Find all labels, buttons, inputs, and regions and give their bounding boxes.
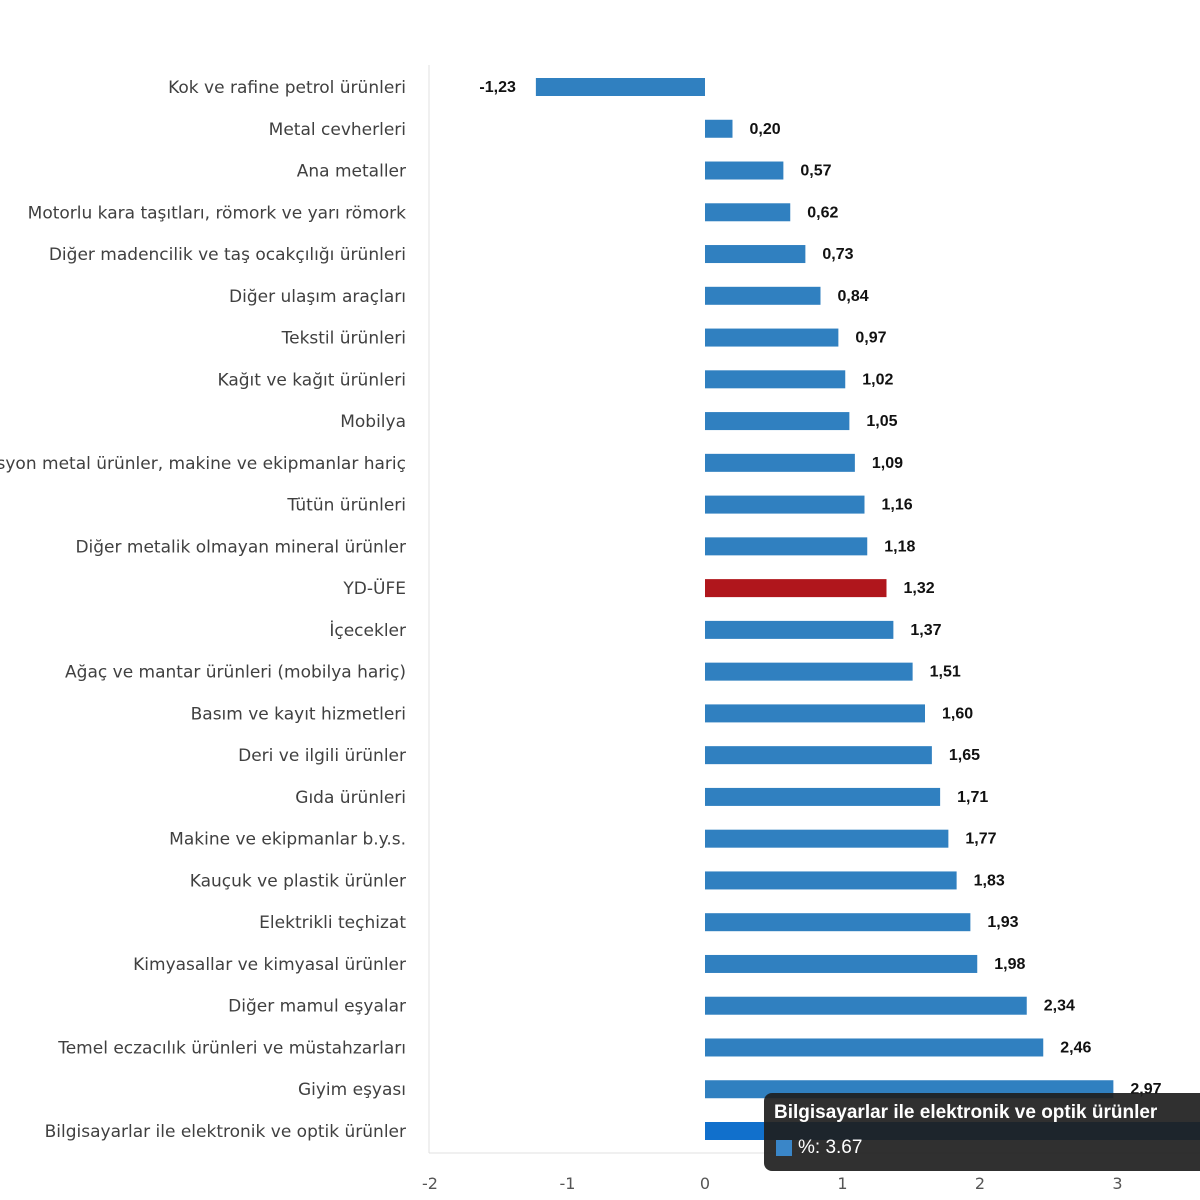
x-tick-label: 1 [837,1174,847,1193]
category-label: Ağaç ve mantar ürünleri (mobilya hariç) [65,663,406,683]
tooltip-swatch [776,1140,792,1156]
value-label: 1,18 [884,538,915,555]
bar[interactable] [705,662,913,681]
bar[interactable] [705,286,821,305]
value-label: 1,93 [987,914,1018,931]
category-label: Tütün ürünleri [286,496,406,516]
category-label: Temel eczacılık ürünleri ve müstahzarlar… [57,1038,406,1058]
value-label: 2,34 [1044,998,1075,1015]
category-label: Gıda ürünleri [295,788,406,808]
value-label: 1,65 [949,747,980,764]
bar[interactable] [705,787,941,806]
category-label: Makine ve ekipmanlar b.y.s. [169,830,406,850]
value-label: 2,46 [1060,1039,1091,1056]
category-label: Deri ve ilgili ürünler [238,746,406,766]
category-label: İçecekler [329,620,406,641]
value-label: 1,60 [942,705,973,722]
bar[interactable] [705,1038,1044,1057]
category-label: Diğer metalik olmayan mineral ürünler [75,537,406,557]
x-tick-label: 0 [700,1174,710,1193]
bar[interactable] [705,328,839,347]
value-label: 0,73 [822,246,853,263]
bar[interactable] [705,370,846,389]
bar[interactable] [535,78,705,96]
value-label: 1,51 [930,664,961,681]
bar[interactable] [705,704,925,723]
value-label: 0,20 [750,121,781,138]
category-label: Metal cevherleri [269,120,406,140]
bar[interactable] [705,746,932,765]
category-label: Bilgisayarlar ile elektronik ve optik ür… [45,1122,406,1142]
category-label: YD-ÜFE [342,577,406,599]
value-label: 1,71 [957,789,988,806]
bar[interactable] [705,829,949,848]
bar[interactable] [705,913,971,932]
bar[interactable] [705,620,894,639]
bar[interactable] [705,245,806,264]
value-label: 1,16 [882,497,913,514]
category-label: Giyim eşyası [298,1080,406,1100]
bar[interactable] [705,161,784,180]
category-label: Diğer madencilik ve taş ocakçılığı ürünl… [49,245,406,265]
tooltip-row: %: 3.67 [776,1137,862,1159]
x-tick-label: -2 [422,1174,438,1193]
category-label: Kimyasallar ve kimyasal ürünler [133,955,406,975]
value-label: 1,98 [994,956,1025,973]
value-label: 1,32 [904,580,935,597]
bar[interactable] [705,996,1027,1015]
x-tick-label: -1 [560,1174,576,1193]
bar[interactable] [705,954,978,973]
category-label: Tekstil ürünleri [281,329,406,349]
value-label: 1,77 [965,831,996,848]
category-label: Kağıt ve kağıt ürünleri [217,370,406,390]
category-label: Basım ve kayıt hizmetleri [191,704,406,724]
bar[interactable] [705,203,791,222]
x-tick-label: 2 [975,1174,985,1193]
category-label: Diğer ulaşım araçları [229,287,406,307]
value-label: 0,97 [855,330,886,347]
bar[interactable] [705,871,957,890]
bar[interactable] [705,412,850,431]
tooltip-title: Bilgisayarlar ile elektronik ve optik ür… [774,1102,1158,1123]
category-label: Mobilya [340,412,406,432]
bar[interactable] [705,495,865,514]
category-label: Kok ve rafine petrol ürünleri [168,78,406,98]
value-label: 1,02 [862,371,893,388]
category-label: Kauçuk ve plastik ürünler [190,871,406,891]
bar[interactable] [705,119,733,138]
bar[interactable] [705,453,855,472]
x-tick-label: 3 [1112,1174,1122,1193]
tooltip: Bilgisayarlar ile elektronik ve optik ür… [764,1093,1200,1171]
value-label: 1,37 [910,622,941,639]
bar[interactable] [705,537,868,556]
category-label: Diğer mamul eşyalar [228,997,406,1017]
tooltip-value: %: 3.67 [798,1137,863,1158]
category-label: Ana metaller [297,162,406,182]
value-label: 1,09 [872,455,903,472]
value-label: -1,23 [479,79,516,96]
bar[interactable] [705,579,887,598]
value-label: 1,83 [974,872,1005,889]
value-label: 1,05 [866,413,897,430]
category-label: Elektrikli teçhizat [259,913,406,933]
value-label: 0,62 [807,204,838,221]
value-label: 0,57 [800,163,831,180]
category-label: Fabrikasyon metal ürünler, makine ve eki… [0,454,406,474]
category-label: Motorlu kara taşıtları, römork ve yarı r… [28,203,406,223]
value-label: 0,84 [838,288,869,305]
